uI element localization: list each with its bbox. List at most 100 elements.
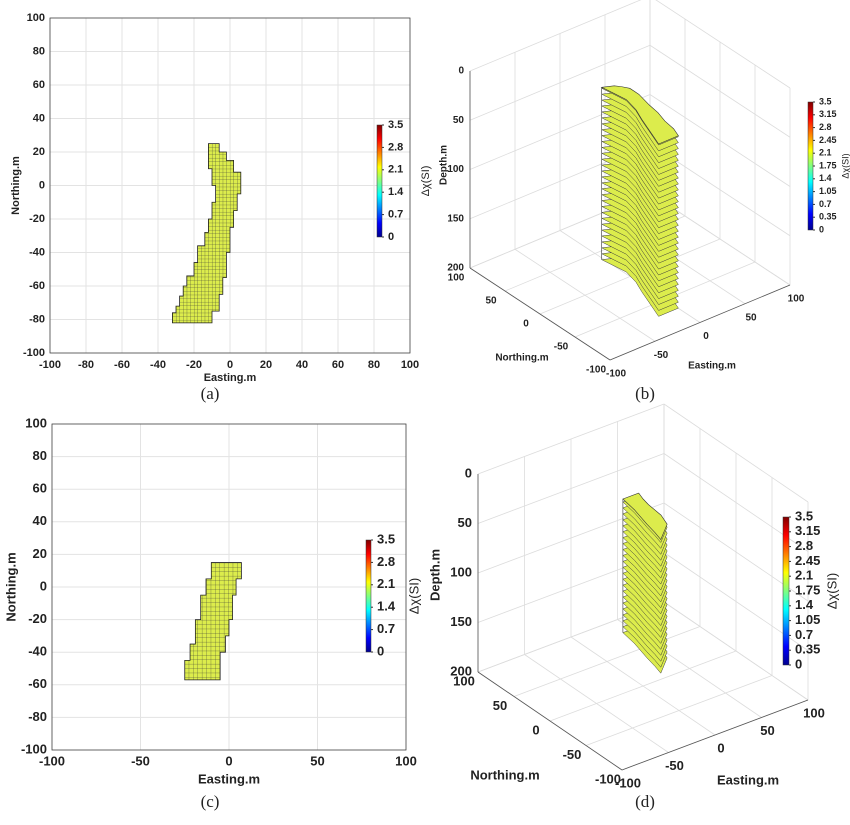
- x-tick-label: 60: [332, 359, 344, 371]
- y-tick-label: -40: [28, 644, 47, 659]
- x-tick-label: 0: [227, 359, 233, 371]
- colorbar-tick-label: 0: [819, 224, 824, 234]
- y-tick-label: 0: [523, 319, 529, 330]
- x-tick-label: -20: [186, 359, 202, 371]
- colorbar: [807, 101, 814, 231]
- colorbar-tick-label: 2.45: [819, 135, 837, 145]
- y-tick-label: -100: [595, 771, 621, 786]
- colorbar-tick-label: 0.7: [795, 627, 813, 642]
- colorbar-tick-label: 0: [795, 656, 802, 671]
- z-tick-label: 0: [465, 465, 472, 480]
- y-tick-label: 60: [33, 79, 45, 91]
- y-axis-label: Northing.m: [3, 552, 18, 621]
- y-tick-label: 20: [33, 546, 47, 561]
- x-tick-label: 100: [788, 294, 805, 305]
- y-tick-label: -50: [563, 747, 582, 762]
- voxel-body: [184, 562, 242, 681]
- colorbar-tick-label: 1.75: [795, 582, 820, 597]
- colorbar: [782, 516, 790, 666]
- caption: (b): [635, 384, 655, 403]
- grid-line: [477, 403, 665, 475]
- colorbar-tick-label: 1.4: [819, 173, 832, 183]
- z-tick-label: 0: [458, 66, 464, 77]
- y-axis-label: Northing.m: [495, 353, 548, 364]
- colorbar-tick-label: 2.1: [377, 576, 395, 591]
- x-axis-label: Easting.m: [717, 772, 779, 787]
- colorbar-tick-label: 1.05: [819, 186, 837, 196]
- x-tick-label: 40: [296, 359, 308, 371]
- z-tick-label: 50: [453, 115, 465, 126]
- x-tick-label: 0: [717, 740, 724, 755]
- x-tick-label: -100: [606, 369, 626, 380]
- z-tick-label: 200: [447, 263, 464, 274]
- colorbar-label: Δχ(SI): [406, 578, 421, 614]
- z-axis-label: Depth.m: [427, 549, 442, 601]
- y-tick-label: -100: [586, 365, 606, 376]
- colorbar-tick-label: 0: [388, 231, 394, 243]
- x-tick-label: -100: [39, 753, 65, 768]
- colorbar-tick-label: 3.5: [388, 119, 403, 131]
- colorbar-tick-label: 1.4: [795, 597, 814, 612]
- y-axis-label: Northing.m: [470, 767, 539, 782]
- caption: (d): [635, 792, 655, 811]
- z-tick-label: 100: [447, 164, 464, 175]
- caption: (c): [201, 792, 220, 811]
- z-tick-label: 150: [450, 614, 472, 629]
- x-tick-label: -50: [654, 350, 669, 361]
- grid-line: [663, 403, 809, 503]
- grid-line: [585, 675, 773, 746]
- colorbar: [365, 539, 372, 653]
- colorbar-tick-label: 1.75: [819, 160, 837, 170]
- x-tick-label: -50: [665, 758, 684, 773]
- z-axis-label: Depth.m: [439, 145, 450, 185]
- y-tick-label: 80: [33, 448, 47, 463]
- y-tick-label: 60: [33, 481, 47, 496]
- colorbar-tick-label: 1.4: [377, 599, 396, 614]
- voxel-body: [171, 143, 242, 324]
- voxel-body-top: [600, 85, 679, 145]
- grid-line: [649, 44, 791, 138]
- y-tick-label: 20: [33, 146, 45, 158]
- y-tick-label: 0: [39, 179, 45, 191]
- colorbar-tick-label: 3.15: [795, 523, 820, 538]
- x-tick-label: 50: [760, 723, 774, 738]
- x-tick-label: -80: [78, 359, 94, 371]
- x-tick-label: 100: [803, 705, 825, 720]
- y-tick-label: 40: [33, 112, 45, 124]
- colorbar-label: Δχ(SI): [824, 573, 839, 609]
- grid-line: [469, 0, 642, 72]
- colorbar-tick-label: 0.35: [819, 212, 837, 222]
- colorbar-tick-label: 2.1: [795, 568, 813, 583]
- plot-frame: [51, 423, 407, 751]
- colorbar-tick-label: 3.15: [819, 109, 837, 119]
- colorbar-tick-label: 2.8: [819, 122, 832, 132]
- y-tick-label: 100: [25, 415, 47, 430]
- colorbar-tick-label: 0.7: [377, 621, 395, 636]
- axis-line: [621, 699, 809, 771]
- x-tick-label: -60: [114, 359, 130, 371]
- grid-line: [655, 0, 791, 89]
- voxel-body-top: [622, 492, 668, 541]
- x-tick-label: -100: [39, 359, 61, 371]
- axis-line: [469, 267, 611, 361]
- colorbar-tick-label: 3.5: [795, 508, 813, 523]
- colorbar-tick-label: 0: [377, 643, 384, 658]
- y-tick-label: -40: [29, 246, 45, 258]
- grid-line: [477, 453, 665, 524]
- colorbar-label: Δχ(SI): [420, 166, 432, 197]
- x-tick-label: 100: [401, 359, 419, 371]
- colorbar-tick-label: 1.05: [795, 612, 820, 627]
- y-tick-label: 0: [40, 578, 47, 593]
- x-axis-label: Easting.m: [198, 771, 260, 786]
- x-tick-label: 100: [395, 753, 417, 768]
- grid-line: [469, 44, 651, 121]
- y-tick-label: 40: [33, 513, 47, 528]
- y-tick-label: 80: [33, 45, 45, 57]
- grid-line: [539, 238, 721, 315]
- grid-line: [663, 601, 809, 701]
- y-tick-label: 50: [485, 296, 497, 307]
- axis-line: [477, 671, 623, 771]
- axis-line: [609, 284, 791, 361]
- colorbar-tick-label: 0.7: [388, 209, 403, 221]
